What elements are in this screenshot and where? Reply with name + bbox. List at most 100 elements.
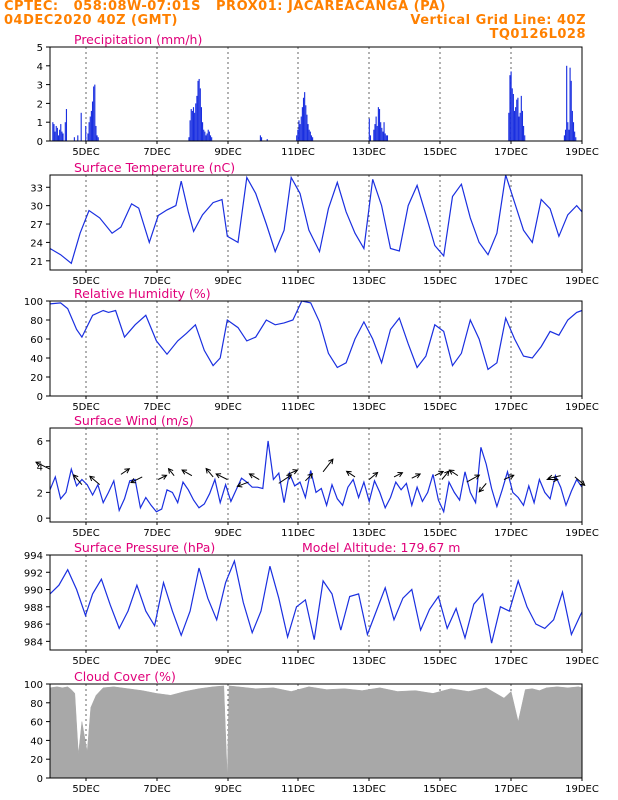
precip-bar — [508, 112, 510, 141]
precip-bar — [571, 110, 573, 141]
precip-bar — [297, 129, 299, 141]
press-xtick-label: 11DEC — [281, 656, 315, 667]
precip-bar — [568, 129, 570, 141]
wind-xtick-label: 5DEC — [72, 528, 99, 539]
precip-bar — [60, 124, 62, 141]
wind-arrow — [393, 472, 404, 478]
cloud-xtick-label: 5DEC — [72, 784, 99, 795]
wind-arrow — [503, 474, 515, 480]
rh-xtick-label: 11DEC — [281, 402, 315, 413]
precip-bar — [208, 131, 210, 141]
precip-bar — [312, 137, 314, 141]
press-ytick-label: 994 — [24, 551, 43, 562]
precip-xtick-label: 9DEC — [214, 147, 241, 158]
press-title: Surface Pressure (hPa) — [74, 540, 215, 555]
precip-bar — [385, 135, 387, 141]
precip-bar — [511, 88, 513, 141]
cloud-area — [49, 685, 583, 779]
wind-arrow — [248, 473, 260, 480]
precip-ytick-label: 5 — [37, 43, 43, 54]
press-ytick-label: 984 — [24, 637, 43, 648]
wind-arrow — [287, 469, 299, 475]
wind-xtick-label: 15DEC — [423, 528, 457, 539]
precip-bar — [369, 135, 372, 141]
precip-bar — [96, 135, 98, 141]
press-annotation: Model Altitude: 179.67 m — [302, 540, 460, 555]
precip-bar — [204, 131, 206, 141]
temp-xtick-label: 15DEC — [423, 276, 457, 287]
precip-bar — [206, 133, 208, 141]
press-xtick-label: 17DEC — [494, 656, 528, 667]
precip-xtick-label: 11DEC — [281, 147, 315, 158]
precip-bar — [89, 116, 91, 141]
precip-bar — [59, 129, 61, 141]
cloud-xtick-label: 9DEC — [214, 784, 241, 795]
wind-arrow — [574, 476, 586, 487]
precip-bar — [190, 109, 192, 141]
precip-bar — [310, 135, 313, 141]
wind-arrow — [547, 474, 561, 481]
temp-ytick-label: 21 — [30, 257, 43, 268]
rh-ytick-label: 40 — [30, 354, 43, 365]
precip-bar — [188, 137, 190, 141]
wind-ytick-label: 0 — [37, 514, 43, 525]
header-date-line: 04DEC2020 40Z (GMT) — [4, 13, 178, 28]
precip-bar — [383, 122, 385, 141]
rh-title: Relative Humidity (%) — [74, 286, 211, 301]
wind-arrow — [35, 461, 51, 470]
press-panel — [46, 554, 583, 653]
temp-ytick-label: 24 — [30, 238, 43, 249]
wind-arrow — [466, 474, 481, 483]
wind-panel — [35, 427, 586, 525]
precip-bar — [381, 127, 383, 141]
press-series-line — [49, 558, 583, 644]
wind-arrow — [167, 467, 175, 476]
precip-bar — [87, 133, 89, 141]
press-xtick-label: 7DEC — [143, 656, 170, 667]
precip-title: Precipitation (mm/h) — [74, 32, 202, 47]
precip-bar — [563, 135, 565, 141]
wind-arrow — [89, 475, 100, 486]
precip-bar — [95, 125, 97, 141]
cloud-xtick-label: 7DEC — [143, 784, 170, 795]
wind-title: Surface Wind (m/s) — [74, 413, 194, 428]
precip-bar — [296, 135, 298, 141]
precip-bar — [55, 125, 57, 141]
precip-bar — [192, 107, 195, 141]
precip-frame — [49, 46, 583, 142]
press-ytick-label: 986 — [24, 620, 43, 631]
wind-xtick-label: 9DEC — [214, 528, 241, 539]
wind-ytick-label: 4 — [37, 463, 43, 474]
header-grid-line-note: Vertical Grid Line: 40Z — [410, 13, 586, 28]
precip-ytick-label: 1 — [37, 118, 43, 129]
precip-bar — [85, 125, 87, 141]
rh-xtick-label: 9DEC — [214, 402, 241, 413]
precip-ytick-label: 2 — [37, 99, 43, 110]
rh-ytick-label: 80 — [30, 316, 43, 327]
temp-xtick-label: 19DEC — [565, 276, 599, 287]
rh-ytick-label: 0 — [37, 392, 43, 403]
rh-ytick-label: 60 — [30, 335, 43, 346]
precip-bar — [62, 133, 64, 141]
precip-bar — [520, 95, 522, 141]
precip-bar — [509, 75, 511, 141]
precip-bar — [203, 129, 205, 141]
precip-bar — [301, 107, 303, 141]
precip-xtick-label: 15DEC — [423, 147, 457, 158]
precip-bar — [73, 137, 75, 141]
precip-bar — [374, 124, 376, 141]
precip-bar — [308, 129, 310, 141]
precip-bar — [202, 122, 204, 141]
cloud-ytick-label: 100 — [24, 680, 43, 691]
precip-bar — [199, 88, 201, 141]
temp-xtick-label: 9DEC — [214, 276, 241, 287]
precip-bar — [61, 131, 63, 141]
rh-frame — [49, 300, 583, 397]
precip-bar — [518, 116, 520, 141]
precip-bar — [88, 122, 90, 141]
wind-xtick-label: 13DEC — [352, 528, 386, 539]
cloud-xtick-label: 13DEC — [352, 784, 386, 795]
cloud-frame — [49, 683, 583, 779]
wind-arrow — [478, 483, 487, 493]
